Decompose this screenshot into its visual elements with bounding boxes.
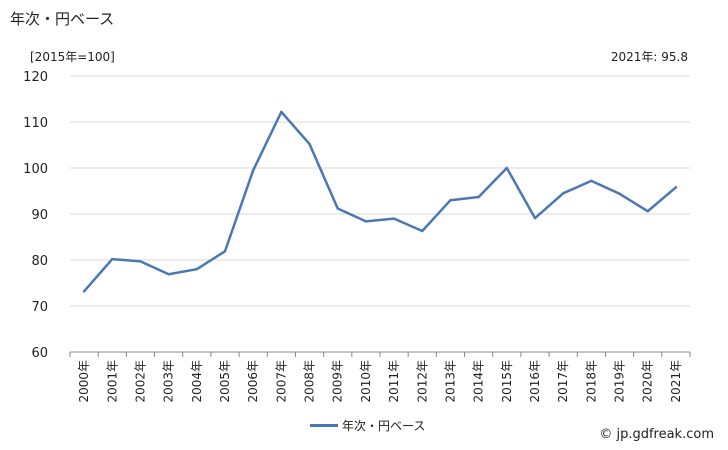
data-point <box>82 290 86 293</box>
x-tick-label: 2010年 <box>359 360 373 403</box>
data-point <box>533 216 537 220</box>
x-tick-label: 2009年 <box>331 360 345 403</box>
data-point <box>280 110 283 114</box>
x-tick-label: 2004年 <box>190 360 204 403</box>
y-tick-label: 60 <box>31 346 48 361</box>
data-point <box>195 268 199 271</box>
chart-title: 年次・円ベース <box>10 10 115 28</box>
x-tick-label: 2007年 <box>274 360 288 403</box>
data-point <box>618 192 621 195</box>
data-point <box>421 229 424 233</box>
data-point <box>111 257 114 261</box>
data-point <box>590 179 593 183</box>
x-tick-label: 2021年 <box>669 360 683 403</box>
x-tick-label: 2013年 <box>443 360 457 403</box>
x-tick-label: 2012年 <box>415 360 429 403</box>
data-point <box>505 166 509 170</box>
x-tick-label: 2011年 <box>387 360 401 403</box>
chart-legend: 年次・円ベース <box>310 417 425 434</box>
x-tick-label: 2015年 <box>500 360 514 403</box>
y-tick-label: 100 <box>23 162 48 177</box>
legend-line-swatch <box>310 424 338 427</box>
x-tick-label: 2014年 <box>472 360 486 403</box>
x-tick-label: 2017年 <box>556 360 570 403</box>
x-tick-label: 2006年 <box>246 360 260 403</box>
data-point <box>139 260 142 263</box>
data-point <box>167 273 170 276</box>
data-point <box>251 169 255 172</box>
y-axis-unit-label: [2015年=100] <box>30 50 115 64</box>
y-tick-label: 120 <box>23 70 48 85</box>
x-tick-label: 2005年 <box>218 360 232 403</box>
data-point <box>674 186 678 189</box>
data-point <box>308 142 311 146</box>
legend-series-label: 年次・円ベース <box>342 419 426 433</box>
x-tick-label: 2020年 <box>641 360 655 403</box>
data-point <box>223 250 227 253</box>
x-tick-label: 2018年 <box>584 360 598 403</box>
y-tick-label: 110 <box>23 116 48 131</box>
y-tick-label: 80 <box>31 254 48 269</box>
data-point <box>646 210 649 213</box>
data-point <box>477 195 480 199</box>
data-point <box>392 217 396 220</box>
x-tick-label: 2002年 <box>133 360 147 403</box>
series-line <box>82 110 678 293</box>
x-tick-label: 2008年 <box>303 360 317 403</box>
x-tick-label: 2016年 <box>528 360 542 403</box>
source-credit: © jp.gdfreak.com <box>599 427 714 442</box>
y-tick-label: 90 <box>31 208 48 223</box>
data-point <box>364 220 368 223</box>
data-point <box>449 199 452 202</box>
x-tick-label: 2001年 <box>105 360 119 403</box>
data-point <box>336 207 339 210</box>
latest-value-label: 2021年: 95.8 <box>610 50 688 64</box>
x-tick-label: 2000年 <box>77 360 91 403</box>
y-tick-label: 70 <box>31 300 48 315</box>
x-tick-label: 2003年 <box>162 360 176 403</box>
data-point <box>561 192 565 195</box>
x-tick-label: 2019年 <box>613 360 627 403</box>
